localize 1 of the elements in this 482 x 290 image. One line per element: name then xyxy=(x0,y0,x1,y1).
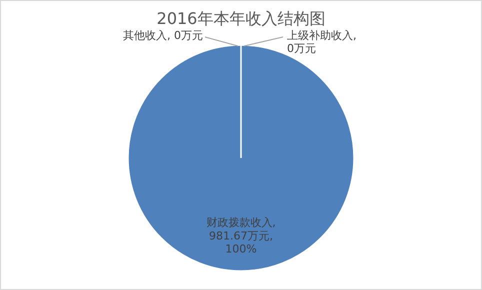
title: 2016年本年收入结构图 xyxy=(156,9,326,28)
